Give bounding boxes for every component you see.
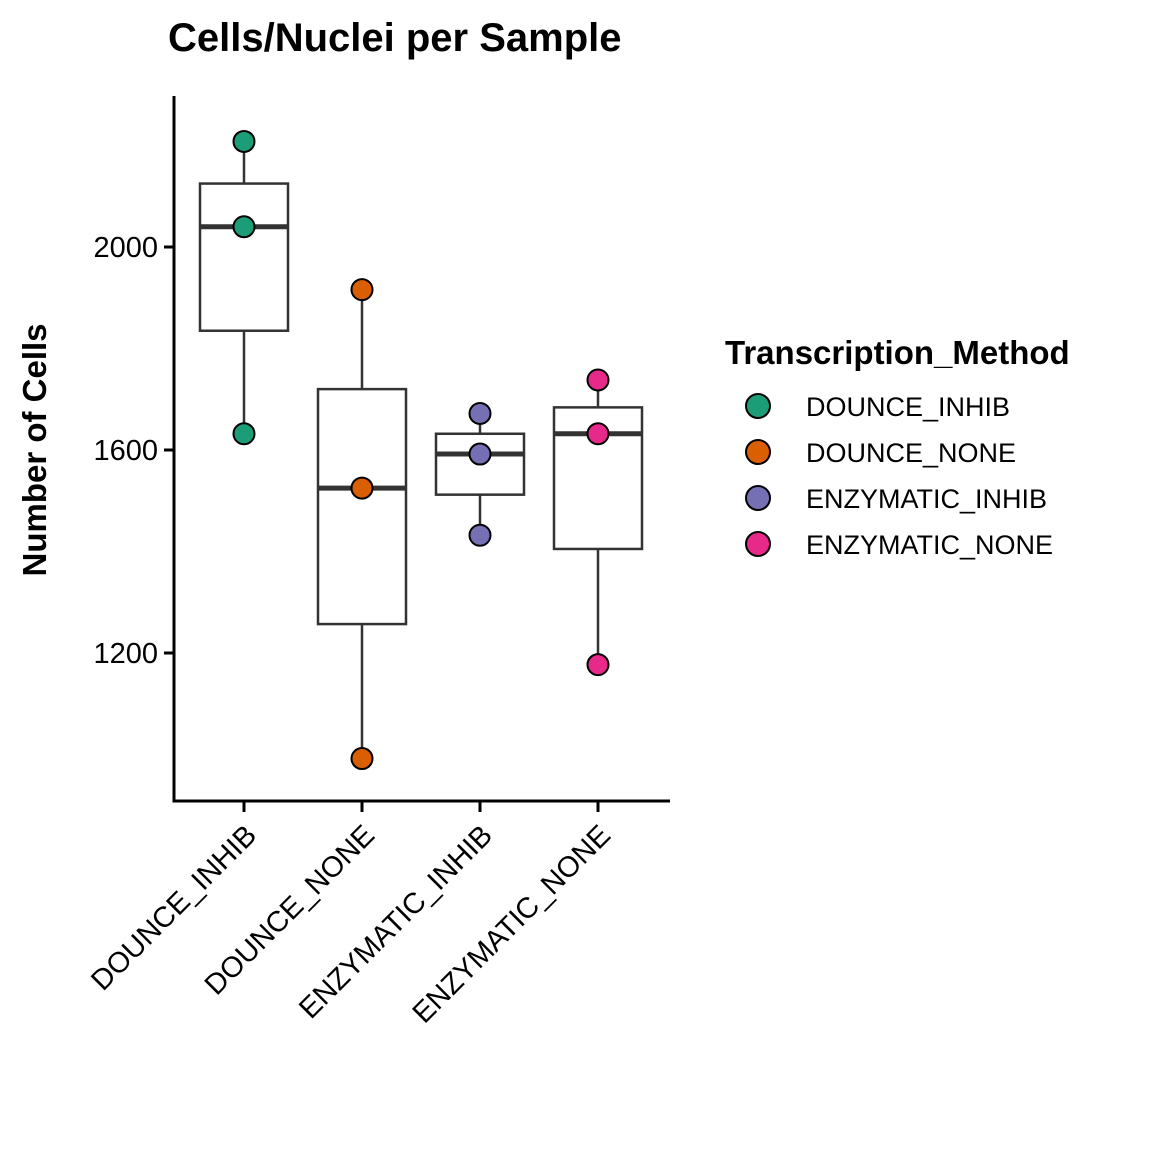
box-dounce-none [316, 387, 408, 626]
legend-title: Transcription_Method [725, 334, 1070, 371]
data-point-dounce-inhib [232, 215, 256, 239]
legend-key [745, 531, 771, 557]
y-tick-label: 1600 [93, 435, 158, 467]
data-point-dounce-inhib [232, 129, 256, 153]
legend-label: DOUNCE_INHIB [806, 392, 1010, 422]
y-tick-label: 2000 [93, 232, 158, 264]
plot-area: 120016002000DOUNCE_INHIBDOUNCE_NONEENZYM… [85, 96, 670, 1030]
data-point-dounce-none [350, 476, 374, 500]
y-tick-label: 1200 [93, 638, 158, 670]
legend-label: ENZYMATIC_INHIB [806, 484, 1047, 514]
legend-label: ENZYMATIC_NONE [806, 530, 1053, 560]
data-point-enzymatic-inhib [468, 523, 492, 547]
data-point-dounce-none [350, 747, 374, 771]
y-axis-title: Number of Cells [16, 323, 53, 576]
legend-label: DOUNCE_NONE [806, 438, 1016, 468]
chart-title: Cells/Nuclei per Sample [168, 16, 622, 60]
data-point-enzymatic-inhib [468, 442, 492, 466]
data-point-dounce-inhib [232, 422, 256, 446]
data-point-enzymatic-none [586, 368, 610, 392]
box-dounce-inhib [198, 182, 290, 332]
data-point-enzymatic-none [586, 653, 610, 677]
x-tick-label: ENZYMATIC_NONE [407, 819, 617, 1029]
legend-key [745, 439, 771, 465]
legend-key [745, 485, 771, 511]
x-tick-label: ENZYMATIC_INHIB [293, 819, 499, 1025]
data-point-enzymatic-none [586, 422, 610, 446]
legend: Transcription_Method DOUNCE_INHIB DOUNCE_… [725, 334, 1070, 560]
data-point-enzymatic-inhib [468, 401, 492, 425]
legend-key [745, 393, 771, 419]
data-point-dounce-none [350, 278, 374, 302]
